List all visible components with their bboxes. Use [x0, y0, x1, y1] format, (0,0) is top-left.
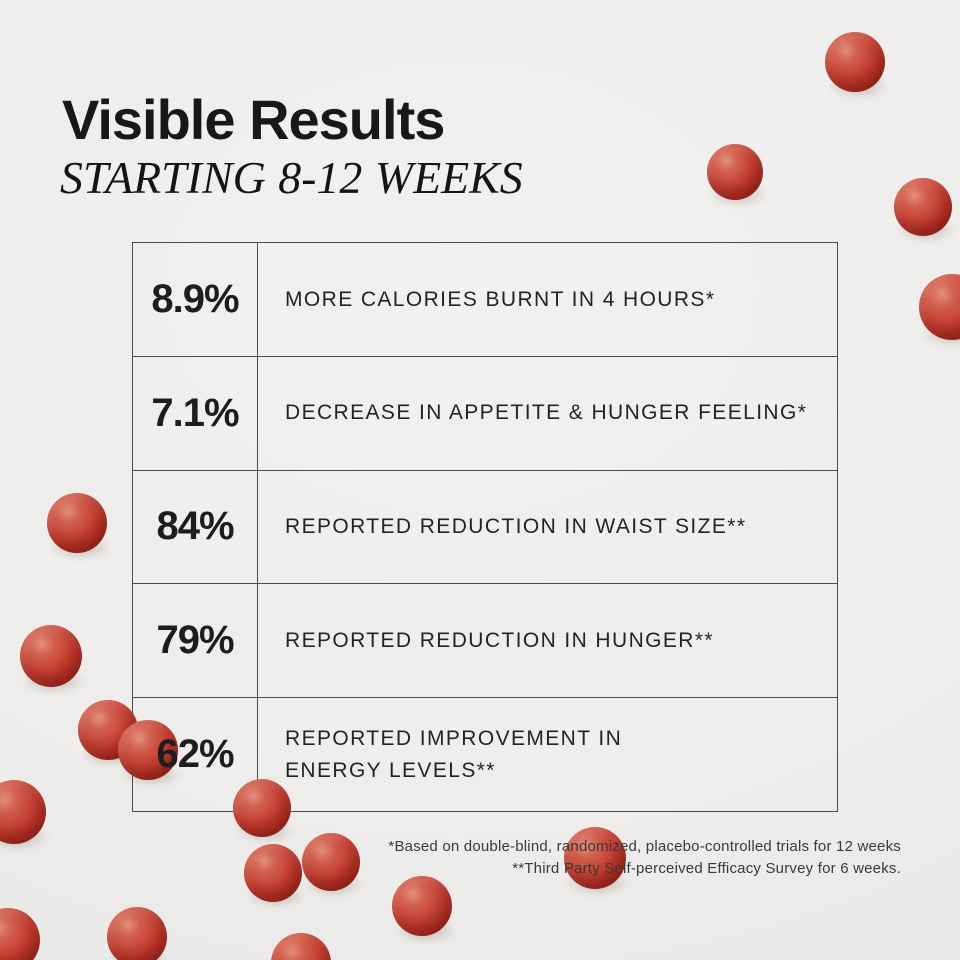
- stat-label: DECREASE IN APPETITE & HUNGER FEELING*: [285, 401, 808, 425]
- table-row: 8.9% MORE CALORIES BURNT IN 4 HOURS*: [133, 243, 837, 356]
- stat-label: MORE CALORIES BURNT IN 4 HOURS*: [285, 287, 716, 311]
- red-sphere-decoration: [392, 876, 452, 936]
- stat-value-cell: 8.9%: [133, 243, 258, 356]
- page-subtitle: STARTING 8-12 WEEKS: [60, 153, 523, 203]
- stat-label-cell: MORE CALORIES BURNT IN 4 HOURS*: [258, 243, 837, 356]
- footnote-line-2: **Third Party Self-perceived Efficacy Su…: [512, 859, 901, 877]
- stat-label: REPORTED REDUCTION IN HUNGER**: [285, 629, 714, 653]
- sphere-shadow: [910, 315, 960, 352]
- red-sphere-decoration: [107, 907, 167, 960]
- stat-value: 62%: [156, 732, 234, 777]
- stat-label-cell: REPORTED REDUCTION IN WAIST SIZE**: [258, 471, 837, 584]
- stat-label: REPORTED REDUCTION IN WAIST SIZE**: [285, 515, 747, 539]
- stat-value: 84%: [156, 504, 234, 549]
- sphere-shadow: [384, 913, 466, 947]
- red-sphere-decoration: [20, 625, 82, 687]
- red-sphere-decoration: [78, 700, 138, 760]
- stat-label-cell: REPORTED REDUCTION IN HUNGER**: [258, 584, 837, 697]
- table-row: 79% REPORTED REDUCTION IN HUNGER**: [133, 583, 837, 698]
- red-sphere-decoration: [0, 908, 40, 960]
- sphere-shadow: [99, 944, 181, 960]
- sphere-shadow: [817, 69, 899, 103]
- sphere-shadow: [700, 179, 776, 210]
- results-table: 8.9% MORE CALORIES BURNT IN 4 HOURS* 7.1…: [132, 242, 838, 812]
- stat-label: REPORTED IMPROVEMENT IN ENERGY LEVELS**: [285, 727, 623, 782]
- sphere-shadow: [236, 880, 316, 913]
- red-sphere-decoration: [707, 144, 763, 200]
- sphere-shadow: [0, 820, 61, 856]
- table-row: 84% REPORTED REDUCTION IN WAIST SIZE**: [133, 469, 837, 584]
- sphere-shadow: [0, 948, 55, 960]
- table-row: 62% REPORTED IMPROVEMENT IN ENERGY LEVEL…: [133, 697, 837, 811]
- sphere-shadow: [294, 869, 374, 902]
- footnotes: *Based on double-blind, randomized, plac…: [388, 836, 901, 880]
- stat-value-cell: 62%: [133, 698, 258, 811]
- red-sphere-decoration: [825, 32, 885, 92]
- stat-value: 79%: [156, 618, 234, 663]
- stat-label-cell: REPORTED IMPROVEMENT IN ENERGY LEVELS**: [258, 698, 837, 811]
- red-sphere-decoration: [244, 844, 302, 902]
- footnote-line-1: *Based on double-blind, randomized, plac…: [388, 838, 901, 855]
- sphere-shadow: [886, 214, 960, 247]
- red-sphere-decoration: [919, 274, 960, 340]
- stat-value-cell: 84%: [133, 470, 258, 584]
- stat-value: 8.9%: [151, 276, 239, 321]
- stat-value-cell: 79%: [133, 584, 258, 698]
- sphere-shadow: [39, 530, 121, 564]
- stat-value: 7.1%: [151, 390, 239, 435]
- red-sphere-decoration: [47, 493, 107, 553]
- red-sphere-decoration: [271, 933, 331, 960]
- page-title: Visible Results: [62, 88, 445, 151]
- red-sphere-decoration: [894, 178, 952, 236]
- sphere-shadow: [12, 663, 96, 698]
- sphere-shadow: [225, 815, 305, 848]
- table-row: 7.1% DECREASE IN APPETITE & HUNGER FEELI…: [133, 355, 837, 470]
- red-sphere-decoration: [302, 833, 360, 891]
- red-sphere-decoration: [0, 780, 46, 844]
- stat-value-cell: 7.1%: [133, 356, 258, 470]
- stat-label-cell: DECREASE IN APPETITE & HUNGER FEELING*: [258, 357, 837, 470]
